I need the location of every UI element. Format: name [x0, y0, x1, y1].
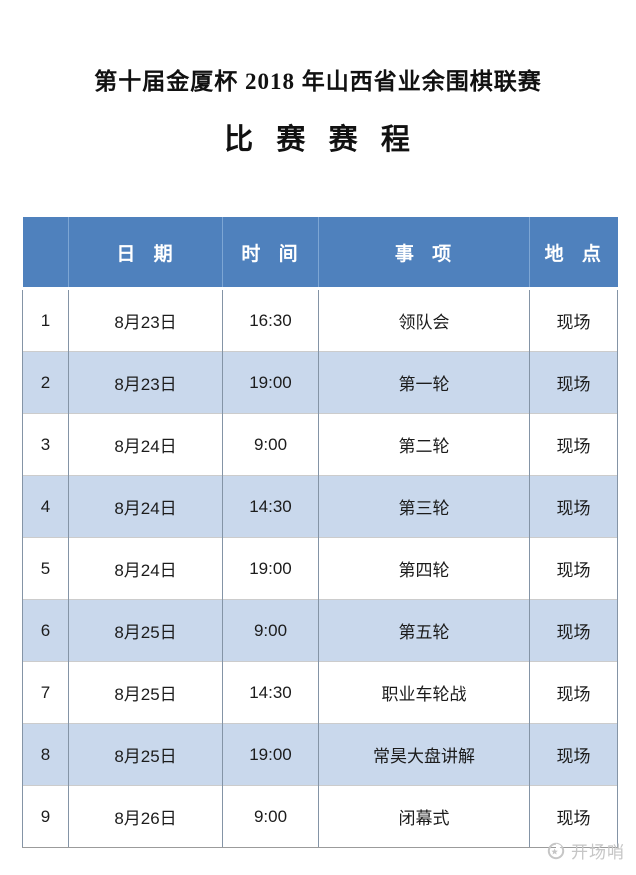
cell-index: 3: [22, 413, 69, 476]
cell-event: 第一轮: [318, 351, 530, 414]
cell-time: 14:30: [222, 661, 319, 724]
whistle-icon: [546, 841, 566, 861]
cell-date: 8月25日: [68, 723, 223, 786]
table-row: 3 8月24日 9:00 第二轮 现场: [22, 413, 618, 476]
table-row: 4 8月24日 14:30 第三轮 现场: [22, 475, 618, 538]
col-header-date: 日 期: [68, 217, 223, 290]
table-row: 6 8月25日 9:00 第五轮 现场: [22, 599, 618, 662]
table-row: 9 8月26日 9:00 闭幕式 现场: [22, 785, 618, 848]
cell-date: 8月25日: [68, 661, 223, 724]
cell-time: 19:00: [222, 723, 319, 786]
cell-index: 1: [22, 288, 69, 352]
table-body: 1 8月23日 16:30 领队会 现场 2 8月23日 19:00 第一轮 现场 3 8月24日 9:…: [22, 288, 618, 848]
cell-date: 8月24日: [68, 537, 223, 600]
cell-date: 8月26日: [68, 785, 223, 848]
cell-event: 领队会: [318, 288, 530, 352]
cell-location: 现场: [529, 599, 618, 662]
cell-date: 8月23日: [68, 351, 223, 414]
cell-date: 8月23日: [68, 288, 223, 352]
cell-location: 现场: [529, 288, 618, 352]
cell-location: 现场: [529, 661, 618, 724]
cell-event: 第五轮: [318, 599, 530, 662]
cell-index: 2: [22, 351, 69, 414]
cell-location: 现场: [529, 475, 618, 538]
cell-time: 9:00: [222, 785, 319, 848]
cell-time: 14:30: [222, 475, 319, 538]
cell-event: 闭幕式: [318, 785, 530, 848]
cell-event: 第三轮: [318, 475, 530, 538]
watermark: 开场哨: [546, 838, 625, 863]
col-header-index: [22, 217, 69, 290]
cell-location: 现场: [529, 413, 618, 476]
cell-index: 9: [22, 785, 69, 848]
col-header-event: 事 项: [318, 217, 530, 290]
cell-index: 5: [22, 537, 69, 600]
cell-time: 9:00: [222, 413, 319, 476]
cell-location: 现场: [529, 723, 618, 786]
cell-event: 第二轮: [318, 413, 530, 476]
table-row: 5 8月24日 19:00 第四轮 现场: [22, 537, 618, 600]
table-row: 8 8月25日 19:00 常昊大盘讲解 现场: [22, 723, 618, 786]
col-header-time: 时 间: [222, 217, 319, 290]
watermark-label: 开场哨: [571, 843, 625, 862]
schedule-table: 日 期 时 间 事 项 地 点 1 8月23日 16:30 领队会 现场 2 8月23日 19…: [22, 217, 618, 848]
table-row: 1 8月23日 16:30 领队会 现场: [22, 288, 618, 352]
table-header-row: 日 期 时 间 事 项 地 点: [22, 217, 618, 290]
cell-date: 8月24日: [68, 413, 223, 476]
cell-event: 职业车轮战: [318, 661, 530, 724]
cell-index: 6: [22, 599, 69, 662]
cell-index: 8: [22, 723, 69, 786]
cell-index: 7: [22, 661, 69, 724]
cell-event: 常昊大盘讲解: [318, 723, 530, 786]
cell-location: 现场: [529, 537, 618, 600]
cell-date: 8月25日: [68, 599, 223, 662]
cell-time: 9:00: [222, 599, 319, 662]
cell-time: 19:00: [222, 537, 319, 600]
cell-time: 16:30: [222, 288, 319, 352]
cell-location: 现场: [529, 351, 618, 414]
page-subtitle: 比 赛 赛 程: [224, 124, 412, 156]
table-row: 2 8月23日 19:00 第一轮 现场: [22, 351, 618, 414]
cell-event: 第四轮: [318, 537, 530, 600]
col-header-location: 地 点: [529, 217, 618, 290]
table-row: 7 8月25日 14:30 职业车轮战 现场: [22, 661, 618, 724]
page-title: 第十届金厦杯 2018 年山西省业余围棋联赛: [94, 69, 542, 94]
cell-index: 4: [22, 475, 69, 538]
schedule-table-container: 日 期 时 间 事 项 地 点 1 8月23日 16:30 领队会 现场 2 8月23日 19…: [22, 217, 618, 848]
cell-time: 19:00: [222, 351, 319, 414]
cell-date: 8月24日: [68, 475, 223, 538]
